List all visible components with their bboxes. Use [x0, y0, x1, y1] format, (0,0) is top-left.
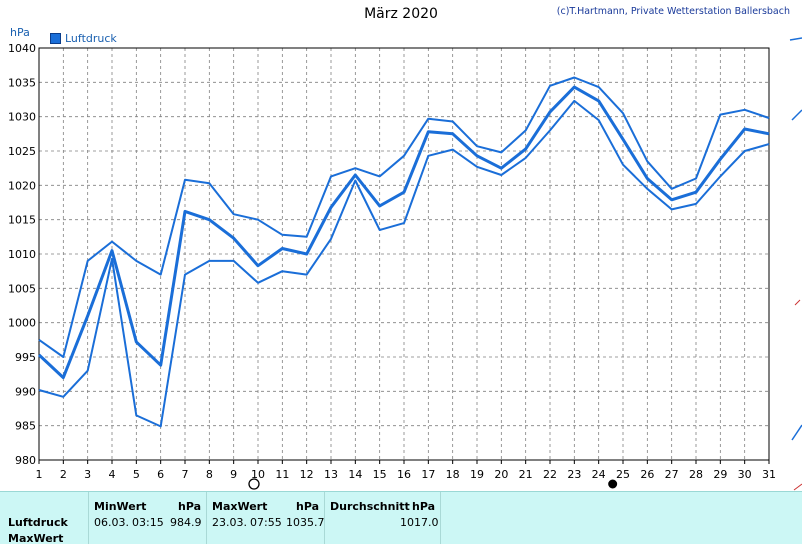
max-unit: hPa — [296, 500, 319, 513]
x-tick-label: 31 — [762, 468, 776, 481]
x-tick-label: 16 — [397, 468, 411, 481]
right-edge-marks — [790, 38, 802, 490]
chart-area: 1040 1035 1030 1025 1020 1015 1010 1005 1000 995 9… — [0, 0, 802, 491]
series-line-mean — [39, 87, 769, 378]
y-tick-label: 980 — [15, 454, 36, 467]
chart-grid — [39, 48, 769, 460]
y-tick-label: 1015 — [8, 214, 36, 227]
table-max-column: MaxWert hPa 23.03. 07:55 1035.7 — [206, 492, 325, 544]
x-tick-label: 7 — [182, 468, 189, 481]
x-tick-label: 1 — [36, 468, 43, 481]
legend-swatch — [50, 33, 61, 44]
avg-unit: hPa — [412, 500, 435, 513]
y-axis-unit: hPa — [10, 26, 30, 39]
x-tick-label: 20 — [494, 468, 508, 481]
y-tick-label: 985 — [15, 420, 36, 433]
x-tick-label: 9 — [230, 468, 237, 481]
row-label-maxwert: MaxWert — [8, 532, 63, 545]
min-time: 03:15 — [132, 516, 164, 529]
y-tick-label: 990 — [15, 385, 36, 398]
x-tick-label: 28 — [689, 468, 703, 481]
avg-header: Durchschnitt — [330, 500, 410, 513]
x-tick-label: 14 — [348, 468, 362, 481]
x-tick-label: 19 — [470, 468, 484, 481]
x-tick-label: 6 — [157, 468, 164, 481]
min-value: 984.9 — [170, 516, 202, 529]
x-tick-label: 29 — [713, 468, 727, 481]
table-min-column: MinWert hPa 06.03. 03:15 984.9 — [88, 492, 207, 544]
summary-table: Luftdruck MaxWert MinWert hPa 06.03. 03:… — [0, 491, 802, 544]
x-tick-label: 21 — [519, 468, 533, 481]
series-line-min — [39, 101, 769, 427]
x-tick-label: 2 — [60, 468, 67, 481]
new-moon-icon — [609, 480, 617, 488]
max-time: 07:55 — [250, 516, 282, 529]
max-value: 1035.7 — [286, 516, 325, 529]
y-tick-label: 1010 — [8, 248, 36, 261]
min-unit: hPa — [178, 500, 201, 513]
row-label-luftdruck: Luftdruck — [8, 516, 68, 529]
x-tick-label: 13 — [324, 468, 338, 481]
full-moon-icon — [249, 479, 259, 489]
table-label-column: Luftdruck MaxWert — [0, 492, 89, 544]
y-tick-label: 1035 — [8, 76, 36, 89]
y-axis-ticks: 1040 1035 1030 1025 1020 1015 1010 1005 1000 995 9… — [8, 42, 36, 467]
x-tick-label: 25 — [616, 468, 630, 481]
y-tick-label: 1000 — [8, 317, 36, 330]
y-tick-label: 995 — [15, 351, 36, 364]
y-tick-label: 1005 — [8, 282, 36, 295]
legend: Luftdruck — [50, 32, 117, 45]
x-tick-label: 27 — [665, 468, 679, 481]
y-tick-label: 1020 — [8, 179, 36, 192]
y-tick-label: 1025 — [8, 145, 36, 158]
legend-label: Luftdruck — [65, 32, 117, 45]
table-avg-column: Durchschnitt hPa 1017.0 — [324, 492, 441, 544]
y-tick-label: 1030 — [8, 111, 36, 124]
max-date: 23.03. — [212, 516, 247, 529]
min-date: 06.03. — [94, 516, 129, 529]
y-tick-label: 1040 — [8, 42, 36, 55]
max-header: MaxWert — [212, 500, 267, 513]
min-header: MinWert — [94, 500, 146, 513]
x-tick-label: 11 — [275, 468, 289, 481]
x-tick-label: 30 — [738, 468, 752, 481]
x-tick-label: 18 — [446, 468, 460, 481]
x-tick-label: 24 — [592, 468, 606, 481]
x-tick-label: 15 — [373, 468, 387, 481]
x-tick-label: 5 — [133, 468, 140, 481]
x-tick-label: 8 — [206, 468, 213, 481]
copyright-text: (c)T.Hartmann, Private Wetterstation Bal… — [557, 6, 790, 17]
x-tick-label: 22 — [543, 468, 557, 481]
x-tick-label: 4 — [109, 468, 116, 481]
x-tick-label: 23 — [567, 468, 581, 481]
x-tick-label: 26 — [640, 468, 654, 481]
x-tick-label: 12 — [300, 468, 314, 481]
avg-value: 1017.0 — [400, 516, 439, 529]
x-tick-label: 3 — [84, 468, 91, 481]
x-tick-label: 17 — [421, 468, 435, 481]
